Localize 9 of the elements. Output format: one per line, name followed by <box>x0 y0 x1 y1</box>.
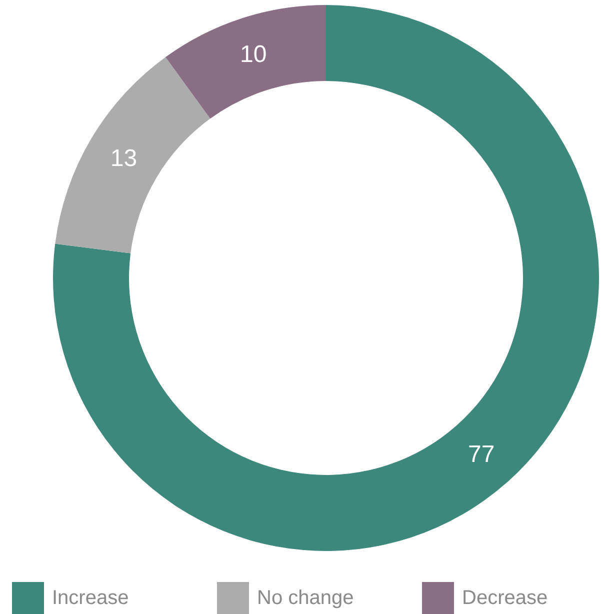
donut-slice <box>55 57 210 254</box>
donut-slice <box>166 5 326 119</box>
legend-label: Increase <box>52 586 129 610</box>
legend-label: Decrease <box>462 586 548 610</box>
data-label: 13 <box>110 144 138 172</box>
data-label: 77 <box>468 440 495 468</box>
data-label: 10 <box>240 41 267 68</box>
legend-label: No change <box>257 586 354 610</box>
donut-slice <box>53 5 599 551</box>
